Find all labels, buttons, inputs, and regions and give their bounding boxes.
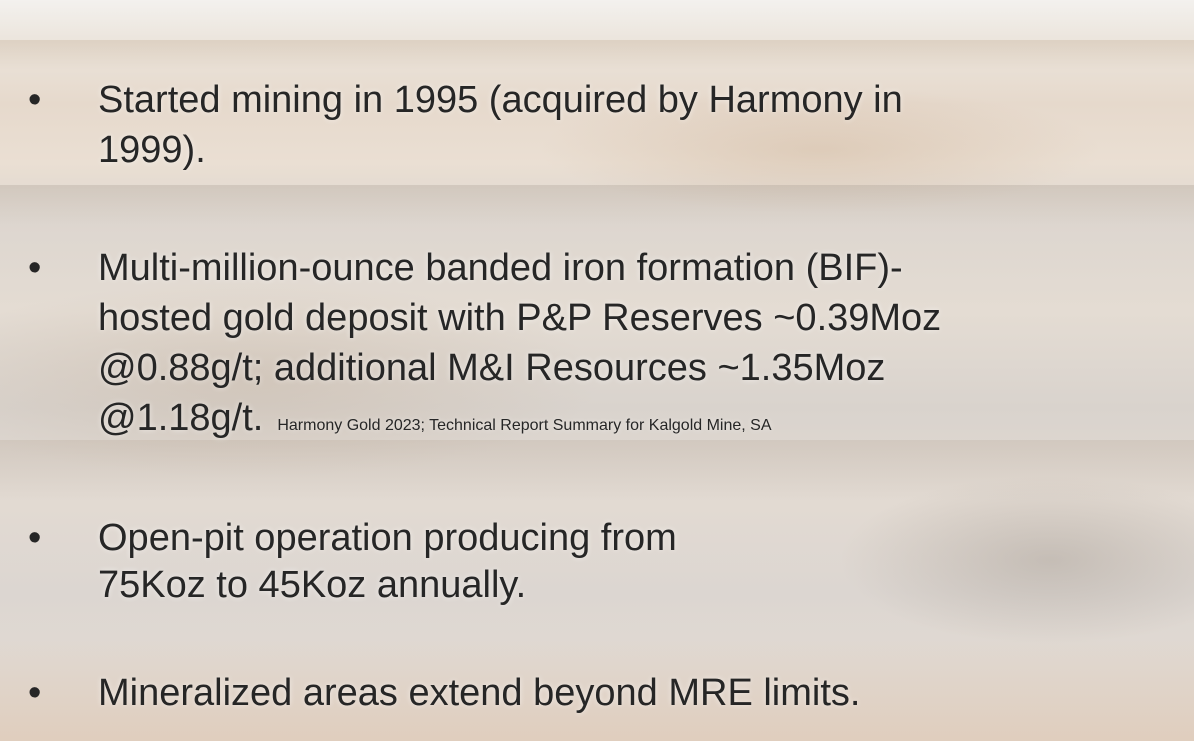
bullet-text: Multi-million-ounce banded iron formatio… xyxy=(98,246,903,290)
bullet-dot: • xyxy=(28,246,41,290)
bullet-text: Open-pit operation producing from xyxy=(98,516,677,560)
bullet-text: @1.18g/t. xyxy=(98,397,263,439)
bullet-dot: • xyxy=(28,516,41,560)
bullet-text: 1999). xyxy=(98,128,206,172)
bg-band xyxy=(0,40,1194,70)
bullet-line: @1.18g/t. Harmony Gold 2023; Technical Re… xyxy=(98,396,772,448)
citation: Harmony Gold 2023; Technical Report Summ… xyxy=(277,417,771,434)
bullet-text: hosted gold deposit with P&P Reserves ~0… xyxy=(98,296,941,340)
slide: • Started mining in 1995 (acquired by Ha… xyxy=(0,0,1194,741)
bg-band xyxy=(0,185,1194,225)
bullet-text: Mineralized areas extend beyond MRE limi… xyxy=(98,671,860,715)
bullet-text: 75Koz to 45Koz annually. xyxy=(98,563,526,607)
bullet-dot: • xyxy=(28,671,41,715)
bullet-text: @0.88g/t; additional M&I Resources ~1.35… xyxy=(98,346,885,390)
page: • Started mining in 1995 (acquired by Ha… xyxy=(0,0,1194,741)
bg-band xyxy=(0,440,1194,500)
bullet-dot: • xyxy=(28,78,41,122)
bullet-text: Started mining in 1995 (acquired by Harm… xyxy=(98,78,903,122)
